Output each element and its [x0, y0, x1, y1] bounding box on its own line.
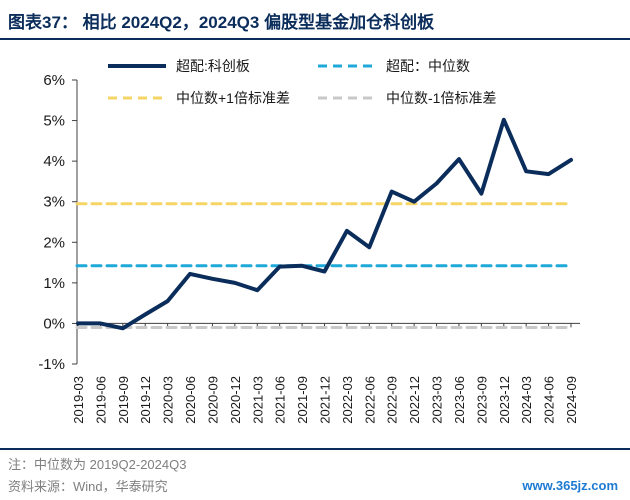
- y-tick-label: 3%: [43, 194, 65, 211]
- x-tick-label: 2022-12: [407, 376, 422, 424]
- x-tick-label: 2022-06: [362, 376, 377, 424]
- x-tick-label: 2020-12: [228, 376, 243, 424]
- legend-label: 超配:科创板: [176, 58, 250, 74]
- x-tick-label: 2019-06: [93, 376, 108, 424]
- y-tick-label: 2%: [43, 234, 65, 251]
- chart-title: 图表37： 相比 2024Q2，2024Q3 偏股型基金加仓科创板: [8, 13, 435, 32]
- x-tick-label: 2020-09: [205, 376, 220, 424]
- x-tick-label: 2020-03: [161, 376, 176, 424]
- x-tick-label: 2019-03: [71, 376, 86, 424]
- y-tick-label: 6%: [43, 72, 65, 89]
- x-tick-label: 2020-06: [183, 376, 198, 424]
- x-tick-label: 2022-09: [385, 376, 400, 424]
- x-tick-label: 2019-12: [138, 376, 153, 424]
- y-tick-label: 0%: [43, 315, 65, 332]
- x-tick-label: 2023-12: [497, 376, 512, 424]
- footnote: 注：中位数为 2019Q2-2024Q3: [8, 457, 187, 472]
- x-axis: 2019-03 2019-06 2019-09 2019-12 2020-03 2020-…: [71, 322, 580, 424]
- x-tick-label: 2023-03: [430, 376, 445, 424]
- x-tick-label: 2023-06: [452, 376, 467, 424]
- y-tick-label: 4%: [43, 153, 65, 170]
- x-tick-label: 2021-12: [318, 376, 333, 424]
- y-tick-label: 1%: [43, 275, 65, 292]
- y-axis: -1% 0% 1% 2% 3% 4% 5% 6%: [38, 72, 78, 373]
- x-tick-label: 2021-06: [273, 376, 288, 424]
- title-bar: 图表37： 相比 2024Q2，2024Q3 偏股型基金加仓科创板: [0, 0, 630, 40]
- x-tick-label: 2019-09: [116, 376, 131, 424]
- series-line-main: [76, 117, 573, 331]
- x-tick-label: 2022-03: [340, 376, 355, 424]
- legend-label: 中位数+1倍标准差: [176, 90, 290, 106]
- watermark: www.365jz.com: [522, 478, 618, 493]
- legend-label: 中位数-1倍标准差: [386, 90, 496, 106]
- legend-label: 超配：中位数: [386, 58, 470, 74]
- y-tick-label: -1%: [38, 356, 65, 373]
- footer: 注：中位数为 2019Q2-2024Q3 资料来源：Wind，华泰研究: [0, 448, 630, 500]
- x-tick-label: 2024-03: [519, 376, 534, 424]
- x-tick-label: 2023-09: [474, 376, 489, 424]
- x-tick-label: 2024-09: [564, 376, 579, 424]
- plot-series: [75, 117, 574, 331]
- y-tick-label: 5%: [43, 113, 65, 130]
- x-tick-label: 2021-03: [250, 376, 265, 424]
- source-note: 资料来源：Wind，华泰研究: [8, 479, 168, 494]
- x-tick-label: 2021-09: [295, 376, 310, 424]
- x-tick-label: 2024-06: [542, 376, 557, 424]
